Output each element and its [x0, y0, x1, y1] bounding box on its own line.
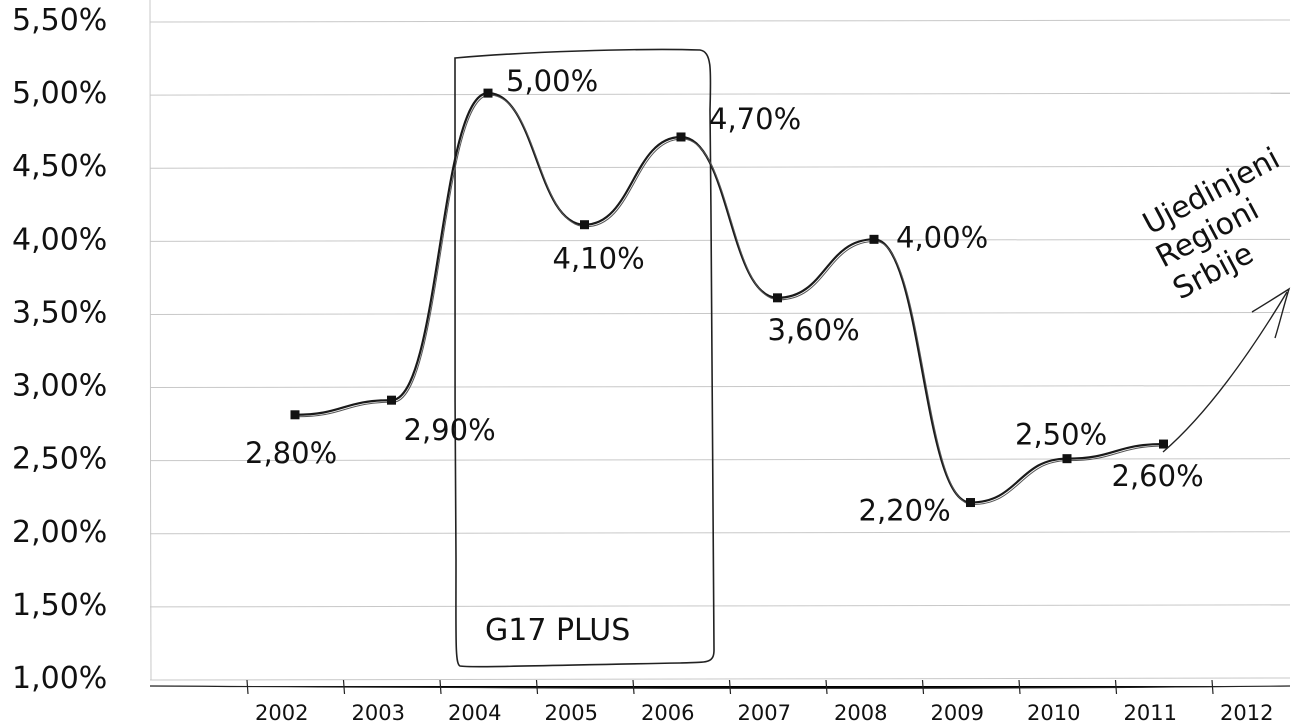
y-tick-label: 5,50% — [12, 3, 107, 38]
grid-line — [149, 677, 1291, 681]
series-line-sketch — [296, 94, 1166, 506]
x-tick-label: 2008 — [834, 701, 887, 722]
data-point — [1159, 439, 1168, 449]
x-tick-label: 2003 — [352, 701, 405, 722]
data-label: 2,90% — [404, 413, 496, 447]
data-label: 4,70% — [709, 102, 801, 136]
x-tick-mark — [246, 679, 249, 695]
g17-plus-box — [453, 48, 715, 668]
x-tick-mark — [728, 679, 732, 695]
grid-line — [149, 385, 1291, 389]
data-label: 2,20% — [859, 494, 951, 528]
g17-plus-label: G17 PLUS — [485, 613, 630, 648]
grid-line — [149, 458, 1291, 462]
grid-line — [149, 238, 1291, 242]
data-label-layer: 2,80% 2,90% 5,00% 4,10% 4,70% 3,60% 4,00% 2,20%… — [245, 64, 1204, 527]
data-point — [966, 498, 975, 508]
data-point — [580, 220, 589, 230]
highlight-box-layer: G17 PLUS — [453, 48, 715, 668]
x-tick-mark — [1018, 679, 1021, 695]
data-point — [773, 293, 782, 303]
data-point — [869, 234, 879, 244]
x-tick-mark — [1114, 679, 1118, 695]
y-tick-label: 1,50% — [12, 588, 107, 623]
x-tick-label: 2010 — [1027, 701, 1080, 722]
x-tick-label: 2011 — [1124, 701, 1177, 722]
x-tick-label: 2005 — [545, 701, 598, 722]
grid-line — [149, 604, 1291, 608]
x-tick-label: 2009 — [931, 701, 984, 722]
y-tick-label: 3,50% — [12, 295, 107, 330]
arrow-head-icon — [1251, 287, 1291, 339]
data-point — [676, 132, 686, 142]
data-label: 3,60% — [768, 313, 860, 347]
data-label: 2,60% — [1112, 459, 1204, 493]
data-label: 2,80% — [245, 436, 337, 470]
x-axis-line — [149, 685, 1291, 689]
x-tick-mark — [921, 679, 925, 695]
data-label: 5,00% — [506, 64, 598, 98]
x-tick-mark — [632, 679, 635, 695]
grid-line — [149, 311, 1291, 315]
y-tick-label: 3,00% — [12, 369, 107, 404]
x-tick-label: 2007 — [738, 701, 791, 722]
data-point — [1062, 454, 1072, 464]
grid-line — [149, 19, 1291, 23]
y-tick-label: 4,50% — [12, 149, 107, 184]
y-tick-label: 1,00% — [12, 661, 107, 696]
x-tick-label: 2012 — [1220, 701, 1273, 722]
series-layer — [294, 92, 1166, 506]
data-label: 2,50% — [1015, 418, 1107, 452]
grid-line — [149, 165, 1291, 169]
x-tick-mark — [342, 679, 346, 695]
x-tick-mark — [1211, 679, 1214, 695]
arrow-note-layer: Ujedinjeni Regioni Srbije — [1137, 141, 1291, 453]
x-tick-label: 2004 — [448, 701, 501, 722]
marker-layer — [290, 88, 1168, 508]
y-tick-label: 5,00% — [12, 76, 107, 111]
data-point — [290, 410, 300, 420]
x-tick-mark — [825, 679, 828, 695]
data-label: 4,10% — [553, 242, 645, 276]
grid-layer: 1,00% 1,50% 2,00% 2,50% 3,00% 3,50% 4,00% 4,50%… — [12, 3, 1291, 696]
x-tick-mark — [439, 679, 442, 695]
series-line — [294, 92, 1164, 504]
data-point — [483, 88, 493, 98]
x-tick-mark — [535, 679, 539, 695]
x-tick-label: 2002 — [255, 701, 308, 722]
arrow-curve — [1162, 291, 1288, 453]
data-point — [387, 395, 396, 405]
y-tick-label: 2,00% — [12, 515, 107, 550]
grid-line — [149, 531, 1291, 535]
y-tick-label: 2,50% — [12, 442, 107, 477]
x-tick-label: 2006 — [641, 701, 694, 722]
y-tick-label: 4,00% — [12, 222, 107, 257]
axis-layer: 2002 2003 2004 2005 2006 2007 2008 2009 2010 2011… — [149, 0, 1291, 722]
data-label: 4,00% — [896, 220, 988, 254]
grid-line — [149, 92, 1291, 96]
y-axis-line — [149, 0, 152, 681]
